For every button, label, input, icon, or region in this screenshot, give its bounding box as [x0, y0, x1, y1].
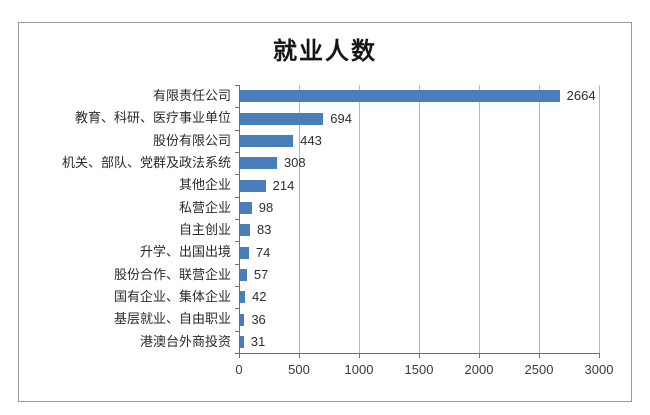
category-label: 机关、部队、党群及政法系统: [61, 155, 231, 170]
bar: [240, 112, 324, 125]
category-label: 国有企业、集体企业: [113, 289, 231, 304]
bar: [240, 268, 247, 281]
value-label: 74: [255, 244, 271, 260]
gridline: [299, 85, 300, 353]
y-axis-tick: [235, 241, 239, 242]
y-axis-tick: [235, 152, 239, 153]
x-tick-label: 2000: [464, 362, 494, 377]
category-label: 私营企业: [178, 199, 231, 215]
gridline: [419, 85, 420, 353]
y-axis-tick: [235, 308, 239, 309]
plot-area: 2664 694 443 308 214 98 83 74 57 42 36 31: [239, 85, 600, 354]
x-axis-tick: [599, 354, 600, 358]
x-axis-tick: [239, 354, 240, 358]
x-tick-label: 500: [288, 362, 310, 377]
category-label: 自主创业: [178, 222, 231, 237]
value-label: 2664: [566, 88, 596, 104]
x-axis-tick: [359, 354, 360, 358]
category-label: 有限责任公司: [152, 88, 231, 103]
gridline: [479, 85, 480, 353]
value-label: 694: [330, 110, 352, 126]
bar: [240, 179, 266, 192]
y-axis-tick: [235, 130, 239, 131]
bar: [240, 201, 252, 214]
category-label: 教育、科研、医疗事业单位: [74, 110, 231, 126]
bar: [240, 90, 560, 103]
bar: [240, 313, 245, 326]
y-axis-tick: [235, 107, 239, 108]
x-axis-tick: [299, 354, 300, 358]
value-label: 98: [258, 199, 274, 215]
category-label: 基层就业、自由职业: [113, 311, 231, 327]
y-axis-tick: [235, 197, 239, 198]
x-tick-label: 1500: [404, 362, 434, 377]
category-label: 升学、出国出境: [139, 244, 231, 260]
gridline: [539, 85, 540, 353]
chart-frame: 就业人数 2664 694 443 308 214 98 83 74 57 42 36 31 有限责任…: [18, 22, 632, 402]
category-label: 股份有限公司: [152, 132, 231, 148]
x-axis-tick: [539, 354, 540, 358]
category-label: 港澳台外商投资: [139, 333, 231, 349]
chart-title: 就业人数: [273, 38, 377, 65]
value-label: 83: [256, 222, 272, 238]
value-label: 443: [300, 132, 322, 148]
bar: [240, 335, 244, 348]
value-label: 57: [253, 266, 269, 282]
x-axis-tick: [479, 354, 480, 358]
x-tick-label: 0: [235, 362, 243, 377]
y-axis-tick: [235, 264, 239, 265]
y-axis-tick: [235, 286, 239, 287]
x-tick-label: 3000: [584, 362, 614, 377]
y-axis-tick: [235, 219, 239, 220]
value-label: 42: [252, 289, 267, 305]
value-label: 214: [272, 177, 295, 193]
x-tick-label: 2500: [524, 362, 554, 377]
value-label: 31: [250, 333, 266, 349]
y-axis-tick: [235, 85, 239, 86]
y-axis-tick: [235, 331, 239, 332]
x-tick-label: 1000: [344, 362, 374, 377]
bar: [240, 224, 250, 237]
gridline: [359, 85, 360, 353]
y-axis-tick: [235, 174, 239, 175]
y-axis-tick: [235, 353, 239, 354]
bar: [240, 134, 294, 147]
x-axis-tick: [419, 354, 420, 358]
bar: [240, 157, 277, 170]
bar: [240, 246, 249, 259]
category-label: 股份合作、联营企业: [113, 266, 231, 282]
value-label: 36: [251, 311, 266, 327]
bar: [240, 291, 246, 304]
category-label: 其他企业: [178, 177, 231, 193]
value-label: 308: [283, 155, 306, 171]
gridline: [599, 85, 600, 353]
